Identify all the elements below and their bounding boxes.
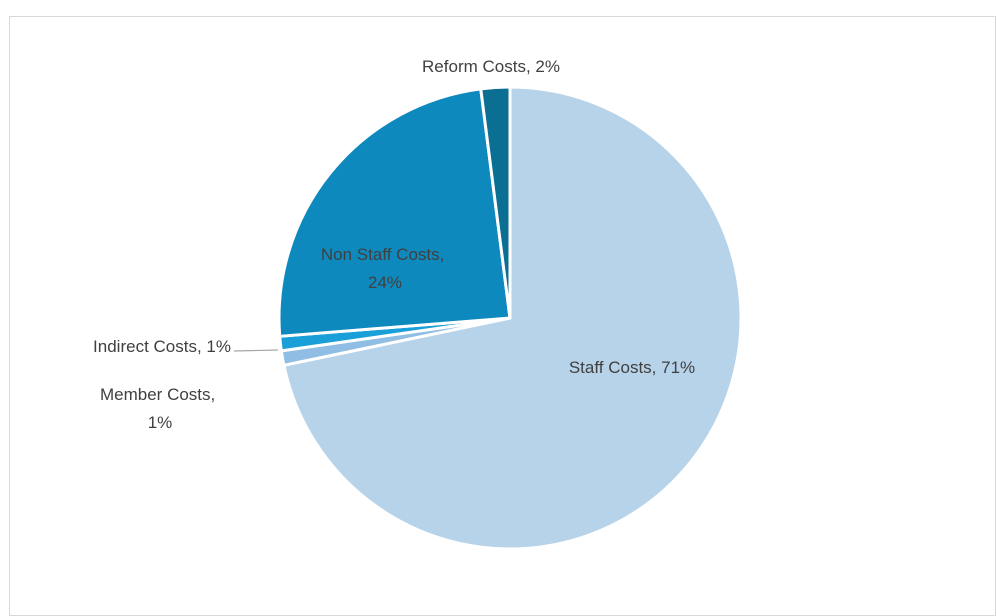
indirect-leader-line — [233, 349, 279, 352]
label-member-costs: Member Costs, 1% — [100, 385, 220, 432]
label-member-costs-line2: 1% — [148, 413, 173, 432]
label-non-staff-costs: Non Staff Costs, 24% — [321, 245, 449, 292]
label-non-staff-costs-line2: 24% — [368, 273, 402, 292]
label-non-staff-costs-line1: Non Staff Costs, — [321, 245, 444, 264]
pie-slice-non-staff-costs — [277, 87, 512, 338]
label-member-costs-line1: Member Costs, — [100, 385, 215, 404]
pie-slices — [277, 85, 743, 551]
pie-labels: Reform Costs, 2% Non Staff Costs, 24% In… — [93, 57, 695, 432]
pie-slice-staff-costs — [282, 85, 743, 551]
label-staff-costs: Staff Costs, 71% — [569, 358, 695, 377]
pie-slice-reform-costs — [479, 85, 512, 320]
label-reform-costs: Reform Costs, 2% — [422, 57, 560, 76]
label-indirect-costs: Indirect Costs, 1% — [93, 337, 231, 356]
